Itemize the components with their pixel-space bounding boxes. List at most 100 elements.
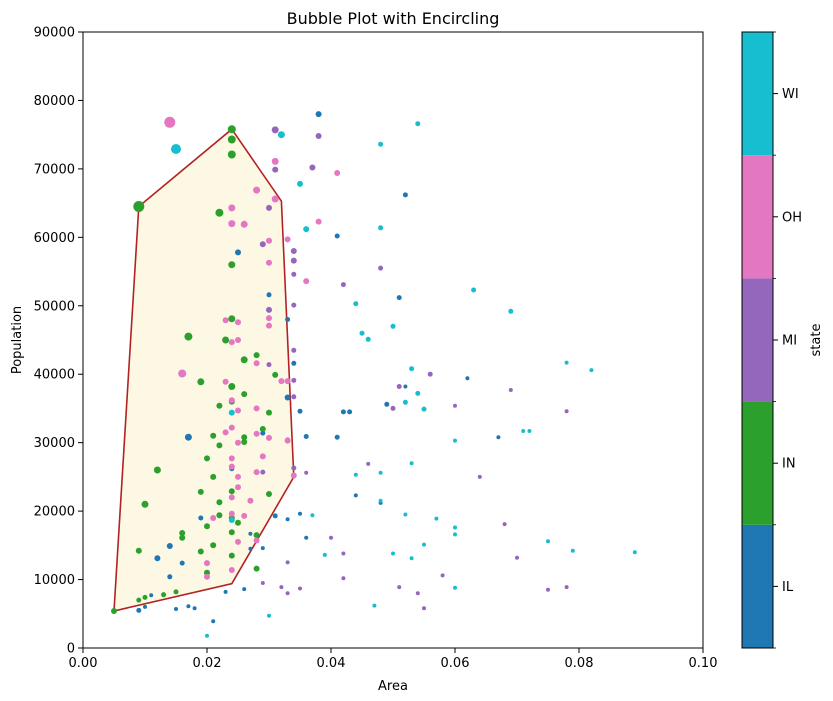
point-wi (303, 226, 310, 233)
point-in (141, 500, 149, 508)
point-in (222, 336, 230, 344)
point-oh (284, 437, 291, 444)
point-mi (291, 347, 297, 353)
point-wi (372, 603, 377, 608)
point-oh (228, 204, 236, 212)
point-oh (253, 186, 261, 194)
y-tick-label: 80000 (34, 94, 75, 109)
point-in (135, 547, 142, 554)
point-oh (315, 218, 322, 225)
point-wi (322, 552, 327, 557)
point-in (210, 432, 217, 439)
point-oh (204, 560, 210, 567)
point-wi (453, 585, 457, 590)
x-axis: 0.00 0.02 0.04 0.06 0.08 0.10 (69, 648, 717, 671)
colorbar-tick-label: IN (782, 457, 796, 472)
point-oh (228, 339, 235, 346)
point-wi (267, 613, 271, 618)
scatter-points (111, 111, 637, 638)
point-mi (260, 469, 266, 475)
point-wi (471, 287, 477, 293)
point-mi (271, 126, 279, 134)
point-oh (253, 405, 260, 412)
point-il (166, 543, 173, 549)
point-oh (266, 237, 272, 244)
point-wi (365, 336, 371, 342)
point-oh (228, 494, 235, 501)
point-wi (390, 323, 396, 329)
point-in (241, 434, 248, 441)
point-il (303, 434, 309, 439)
x-tick-label: 0.02 (193, 656, 222, 671)
point-in (215, 208, 224, 217)
colorbar-tick-label: MI (782, 334, 797, 349)
point-oh (228, 463, 235, 470)
point-oh (240, 220, 248, 228)
point-wi (378, 470, 383, 475)
x-tick-label: 0.04 (317, 656, 346, 671)
point-il (334, 434, 340, 440)
colorbar-frame (741, 31, 774, 649)
point-wi (297, 180, 303, 187)
point-in (210, 542, 217, 549)
point-in (253, 565, 260, 572)
point-mi (397, 585, 402, 590)
point-in (204, 455, 210, 462)
point-wi (589, 368, 594, 373)
colorbar-segment-il (742, 524, 773, 648)
point-il (496, 435, 501, 440)
point-oh (210, 515, 217, 521)
point-in (197, 378, 205, 386)
point-mi (453, 403, 457, 408)
point-wi (310, 513, 315, 518)
point-mi (440, 573, 445, 578)
plot-area (82, 31, 704, 649)
point-oh (228, 220, 236, 228)
point-mi (260, 581, 265, 585)
y-axis: 0 10000 20000 30000 40000 50000 60000 70000 8000… (34, 26, 83, 657)
point-il (304, 535, 309, 540)
point-il (260, 430, 266, 436)
point-oh (334, 170, 341, 176)
colorbar-segment-mi (742, 278, 773, 402)
point-in (153, 466, 161, 474)
point-mi (291, 302, 297, 308)
point-mi (315, 133, 322, 139)
point-oh (235, 407, 241, 414)
colorbar-segment-in (742, 401, 773, 525)
point-oh (266, 315, 272, 322)
point-il (260, 546, 265, 551)
point-oh (271, 195, 279, 203)
point-mi (291, 394, 297, 400)
point-oh (204, 573, 210, 580)
point-il (384, 401, 390, 407)
x-tick-label: 0.00 (69, 656, 98, 671)
point-il (167, 574, 173, 580)
point-mi (422, 606, 426, 611)
chart-title: Bubble Plot with Encircling (287, 9, 500, 28)
point-wi (422, 542, 426, 547)
axes-frame (82, 31, 704, 649)
point-il (353, 493, 358, 498)
point-mi (378, 265, 384, 271)
y-tick-label: 20000 (34, 505, 75, 520)
point-mi (564, 585, 569, 590)
point-oh (303, 278, 310, 285)
point-il (179, 560, 185, 566)
point-in (241, 439, 248, 445)
point-oh (235, 484, 241, 491)
point-wi (421, 406, 427, 412)
point-il (223, 589, 228, 594)
point-wi (353, 301, 359, 307)
point-in (235, 519, 241, 526)
point-wi (228, 517, 235, 523)
point-in (179, 534, 186, 541)
point-mi (564, 409, 569, 414)
point-il (285, 317, 291, 322)
point-oh (278, 378, 285, 385)
point-oh (228, 567, 235, 573)
point-wi (409, 461, 414, 466)
point-mi (291, 465, 297, 471)
point-in (227, 150, 236, 159)
point-wi (508, 308, 514, 314)
